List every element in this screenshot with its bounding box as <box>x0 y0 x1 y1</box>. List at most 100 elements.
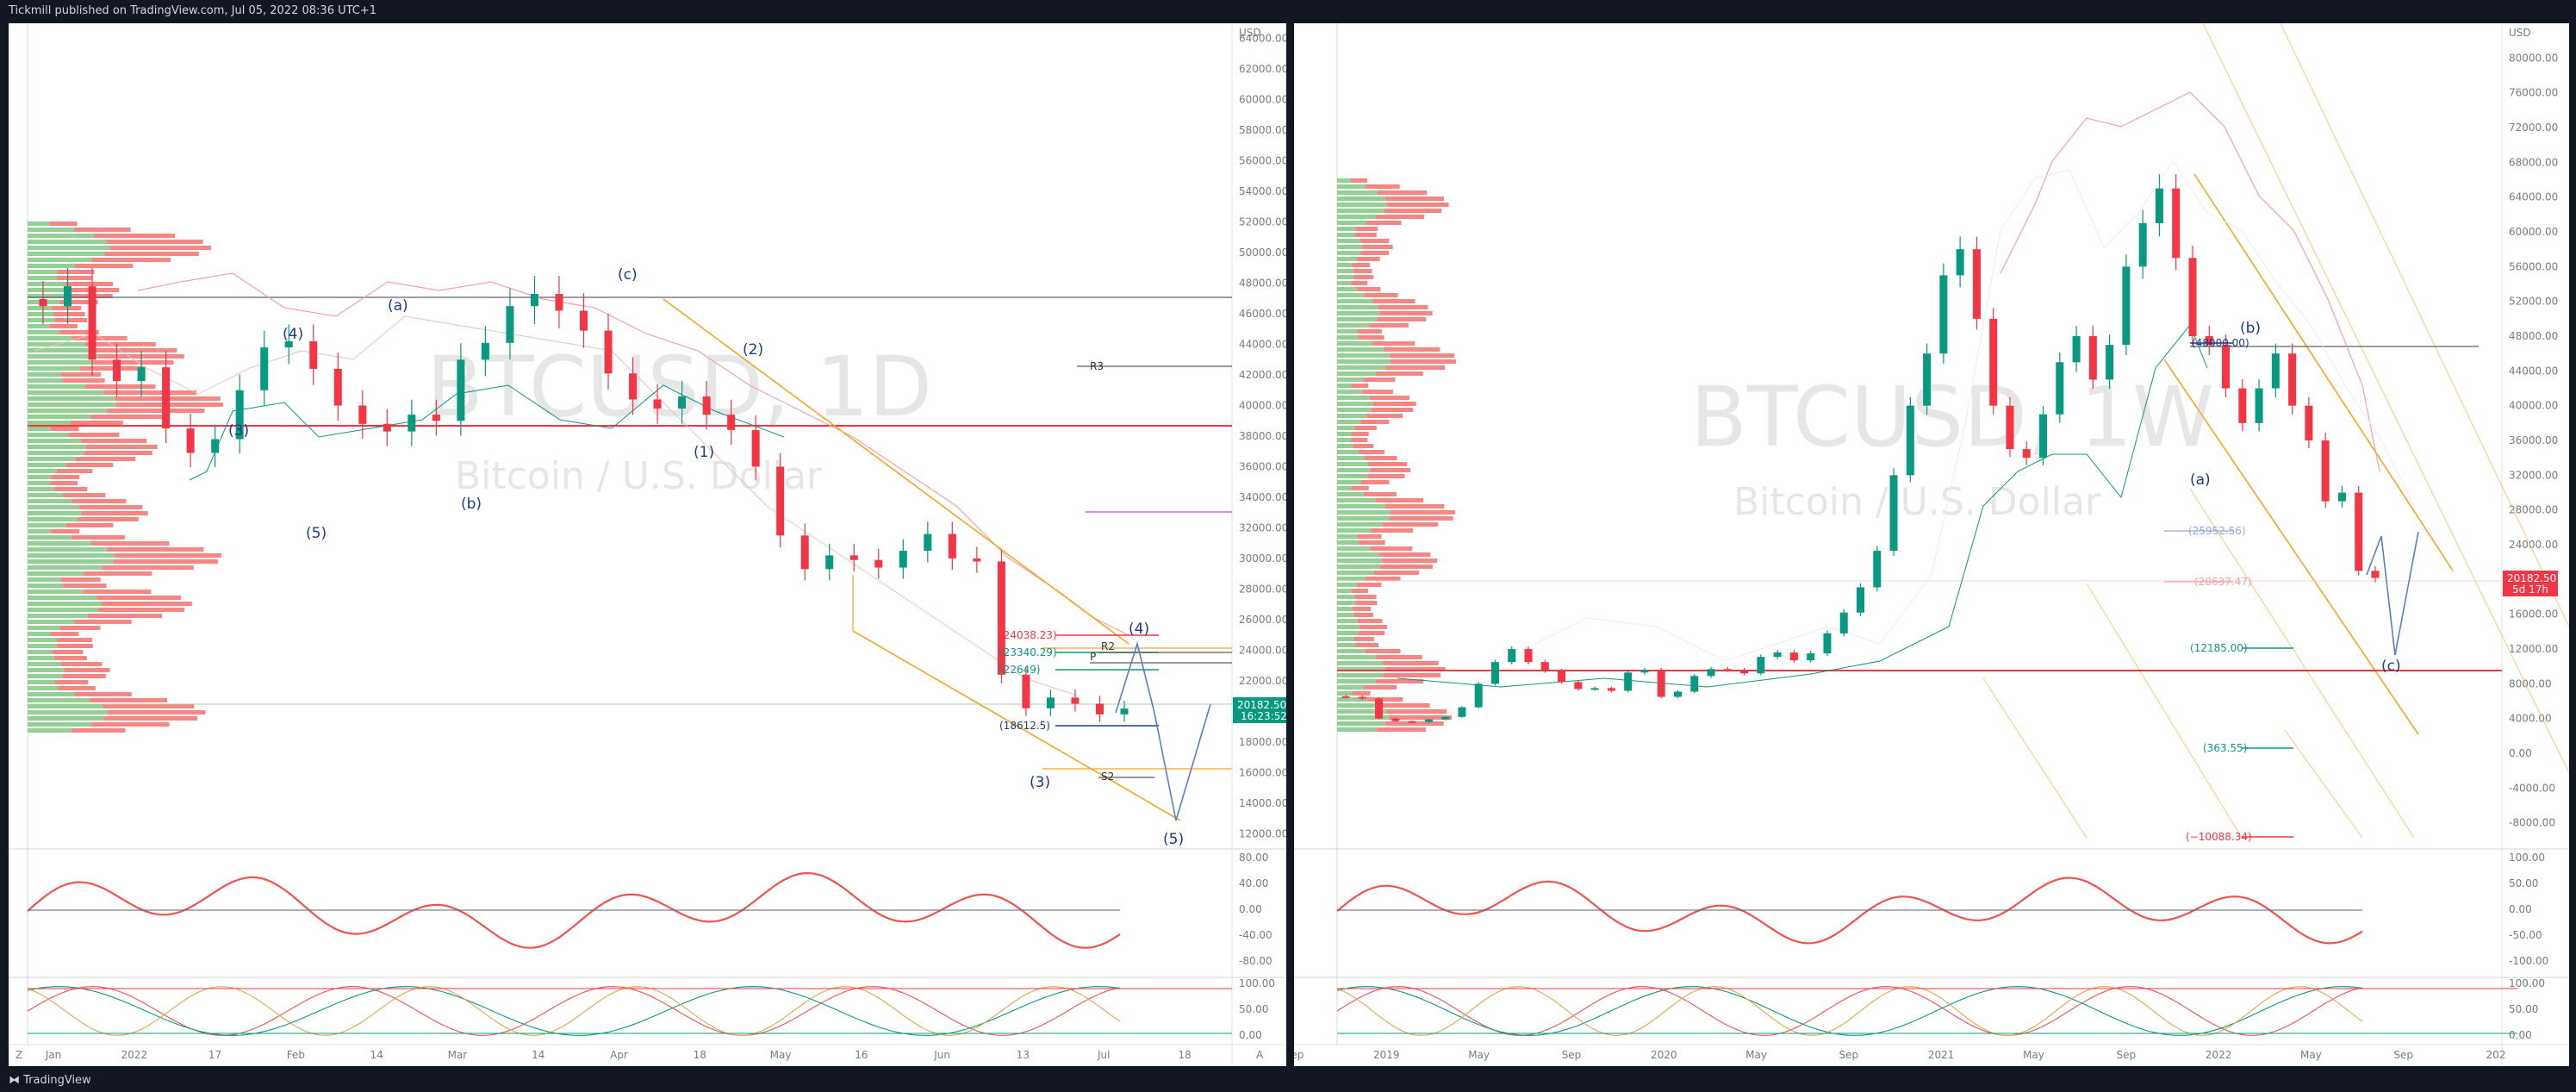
candle-body[interactable] <box>776 466 785 536</box>
candle-body[interactable] <box>88 286 96 360</box>
oscillator-stoch[interactable]: 100.00 50.00 0.00 <box>27 977 1275 1041</box>
candle-body[interactable] <box>2056 362 2064 415</box>
candle-body[interactable] <box>1989 318 1998 406</box>
candle-body[interactable] <box>1657 670 1665 697</box>
candle-body[interactable] <box>1375 698 1384 719</box>
candle-body[interactable] <box>2072 336 2081 363</box>
candle-body[interactable] <box>1490 662 1499 684</box>
channel-upper[interactable] <box>663 298 1129 645</box>
candles-daily[interactable] <box>39 267 1129 722</box>
wave-projection[interactable] <box>1115 641 1211 821</box>
candle-body[interactable] <box>358 405 367 424</box>
tradingview-logo[interactable]: ⧓ TradingView <box>9 1074 91 1087</box>
candle-body[interactable] <box>2337 492 2346 502</box>
candle-body[interactable] <box>1640 670 1649 673</box>
candle-body[interactable] <box>137 367 146 382</box>
candle-body[interactable] <box>2088 336 2097 380</box>
candle-body[interactable] <box>1424 719 1433 722</box>
candle-body[interactable] <box>2155 188 2163 223</box>
channel-upper[interactable] <box>2193 173 2454 571</box>
candle-body[interactable] <box>39 298 47 307</box>
candle-body[interactable] <box>1358 696 1366 699</box>
candle-body[interactable] <box>1956 249 1964 276</box>
candle-body[interactable] <box>1773 652 1782 658</box>
last-price-tag[interactable] <box>1233 697 1286 723</box>
candle-body[interactable] <box>604 330 613 374</box>
candle-body[interactable] <box>678 396 687 409</box>
price-axis[interactable]: 80000.00 76000.00 72000.00 68000.00 64000.00… <box>2509 52 2558 828</box>
candle-body[interactable] <box>530 294 538 307</box>
candle-body[interactable] <box>702 396 711 415</box>
candle-body[interactable] <box>2371 571 2380 578</box>
candle-body[interactable] <box>113 359 121 382</box>
candle-body[interactable] <box>1624 672 1633 691</box>
candle-body[interactable] <box>2188 258 2197 337</box>
wave-projection[interactable] <box>2366 531 2419 656</box>
candle-body[interactable] <box>2255 388 2263 423</box>
channel-lower[interactable] <box>2163 359 2419 735</box>
candle-body[interactable] <box>1590 688 1599 690</box>
candle-body[interactable] <box>2138 222 2147 267</box>
candle-body[interactable] <box>1723 669 1732 671</box>
candle-body[interactable] <box>1972 249 1981 319</box>
candle-body[interactable] <box>457 359 465 421</box>
candle-body[interactable] <box>162 367 171 429</box>
candle-body[interactable] <box>211 439 220 453</box>
candle-body[interactable] <box>64 286 72 307</box>
candle-body[interactable] <box>1574 682 1583 690</box>
candle-body[interactable] <box>580 310 588 331</box>
axis-button-z[interactable]: Z <box>16 1049 22 1061</box>
candle-body[interactable] <box>555 294 563 311</box>
candle-body[interactable] <box>2106 345 2114 380</box>
candle-body[interactable] <box>1120 708 1129 714</box>
candle-body[interactable] <box>1474 683 1483 708</box>
candle-body[interactable] <box>1071 697 1080 704</box>
oscillator-rsi[interactable]: 100.00 50.00 0.00 -50.00 -100.00 <box>1336 852 2548 967</box>
time-axis[interactable]: Sep 2019 May Sep 2020 May Sep 2021 May Sep 2022 May… <box>1294 1049 2505 1061</box>
candle-body[interactable] <box>1690 676 1699 692</box>
candle-body[interactable] <box>432 415 440 421</box>
candle-body[interactable] <box>186 428 195 453</box>
candle-body[interactable] <box>1508 649 1516 663</box>
candle-body[interactable] <box>1524 649 1533 663</box>
candle-body[interactable] <box>2006 405 2014 450</box>
candle-body[interactable] <box>751 429 760 467</box>
candle-body[interactable] <box>1095 703 1104 714</box>
candle-body[interactable] <box>309 341 318 369</box>
candle-body[interactable] <box>997 561 1005 675</box>
candle-body[interactable] <box>1740 670 1749 674</box>
candle-body[interactable] <box>924 534 932 552</box>
axis-button-a[interactable]: A <box>1256 1049 1264 1061</box>
candle-body[interactable] <box>481 342 489 360</box>
candle-body[interactable] <box>1839 612 1848 633</box>
candle-body[interactable] <box>383 423 391 432</box>
candle-body[interactable] <box>1789 652 1798 661</box>
weekly-chart-svg[interactable]: BTCUSD, 1W Bitcoin / U.S. Dollar USD 800… <box>1294 23 2569 1066</box>
candle-body[interactable] <box>973 558 981 562</box>
candle-body[interactable] <box>2305 405 2313 441</box>
candle-body[interactable] <box>1607 688 1615 691</box>
candle-body[interactable] <box>408 415 416 432</box>
candle-body[interactable] <box>727 415 736 430</box>
candle-body[interactable] <box>1558 671 1566 683</box>
daily-chart-svg[interactable]: BTCUSD, 1D Bitcoin / U.S. Dollar USD 640… <box>9 23 1286 1066</box>
candle-body[interactable] <box>2122 266 2131 346</box>
last-price-tag[interactable] <box>2503 571 2558 596</box>
candle-body[interactable] <box>1757 657 1765 674</box>
candle-body[interactable] <box>1889 475 1898 552</box>
candle-body[interactable] <box>1939 275 1948 354</box>
candle-body[interactable] <box>825 555 834 570</box>
candle-body[interactable] <box>1391 718 1400 721</box>
candle-body[interactable] <box>1341 696 1350 698</box>
candle-body[interactable] <box>874 559 883 568</box>
candle-body[interactable] <box>1022 674 1030 708</box>
candle-body[interactable] <box>260 347 269 390</box>
candle-body[interactable] <box>333 368 342 406</box>
candle-body[interactable] <box>1540 662 1549 671</box>
candle-body[interactable] <box>2288 353 2297 406</box>
candle-body[interactable] <box>2172 188 2181 259</box>
candle-body[interactable] <box>948 534 956 558</box>
candle-body[interactable] <box>629 373 638 400</box>
chart-panel-daily[interactable]: BTCUSD, 1D Bitcoin / U.S. Dollar USD 640… <box>9 23 1286 1066</box>
candle-body[interactable] <box>1673 691 1682 697</box>
